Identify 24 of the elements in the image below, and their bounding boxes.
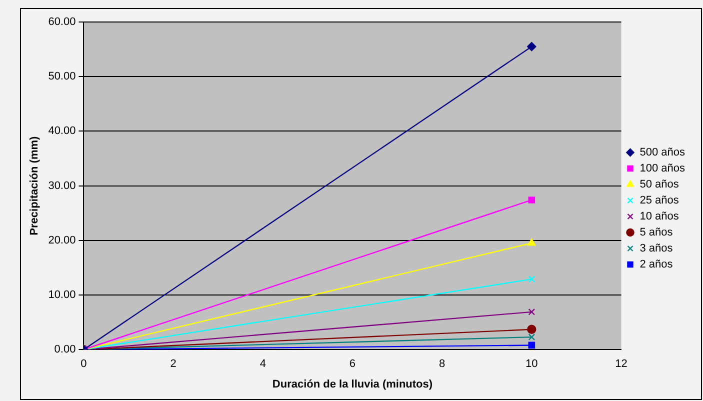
y-tick-label: 60.00 <box>48 16 76 28</box>
y-tick-label: 0.00 <box>54 344 76 356</box>
y-tick-label: 50.00 <box>48 70 76 83</box>
legend-label: 10 años <box>640 210 680 223</box>
legend-label: 500 años <box>640 146 686 159</box>
legend-label: 50 años <box>640 178 680 191</box>
y-tick-label: 40.00 <box>48 125 76 138</box>
x-tick-label: 8 <box>439 358 446 370</box>
legend-label: 25 años <box>640 194 680 207</box>
y-tick-label: 10.00 <box>48 289 76 302</box>
y-tick-label: 20.00 <box>48 234 76 246</box>
legend-label: 5 años <box>640 226 674 239</box>
y-tick-label: 30.00 <box>48 180 76 192</box>
x-tick-label: 10 <box>526 358 538 370</box>
x-tick-label: 4 <box>260 358 266 370</box>
x-axis-title: Duración de la lluvia (minutos) <box>272 378 433 390</box>
y-axis-title: Precipitación (mm) <box>28 136 41 236</box>
legend-label: 3 años <box>640 242 674 255</box>
legend-label: 2 años <box>640 258 674 271</box>
x-tick-label: 12 <box>615 358 628 370</box>
x-tick-label: 2 <box>170 358 176 370</box>
x-tick-label: 6 <box>349 358 356 370</box>
x-tick-label: 0 <box>80 358 87 370</box>
legend-label: 100 años <box>640 162 686 175</box>
